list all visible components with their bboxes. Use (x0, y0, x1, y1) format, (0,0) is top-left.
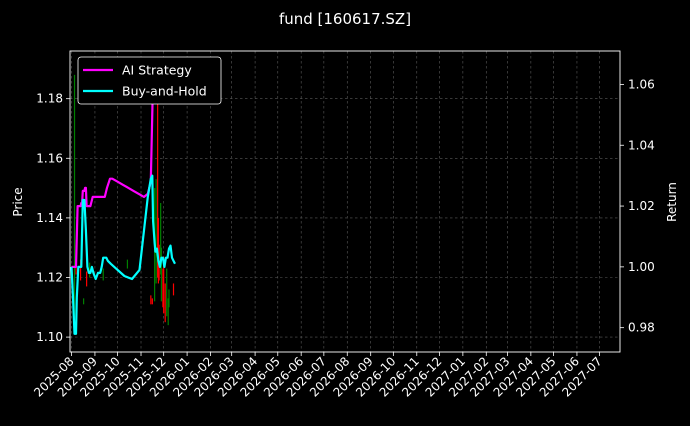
legend: AI Strategy Buy-and-Hold (77, 56, 222, 105)
plot-frame (69, 50, 621, 353)
y-tick-label-right: 1.06 (628, 77, 655, 91)
y-axis-label-left: Price (11, 187, 25, 216)
legend-label-ai-strategy: AI Strategy (122, 63, 192, 78)
series-line-buy-and-hold (70, 174, 176, 335)
y-tick-label-right: 0.98 (628, 321, 655, 335)
y-tick-label-left: 1.16 (36, 151, 63, 165)
y-tick-label-left: 1.10 (36, 330, 63, 344)
y-tick-label-right: 1.02 (628, 199, 655, 213)
y-tick-label-left: 1.12 (36, 270, 63, 284)
y-tick-label-left: 1.18 (36, 92, 63, 106)
y-tick-label-right: 1.04 (628, 138, 655, 152)
legend-label-buy-and-hold: Buy-and-Hold (122, 84, 207, 99)
legend-box (77, 56, 222, 105)
candle-layer (73, 68, 175, 326)
y-axis-label-right: Return (665, 182, 679, 222)
y-tick-label-right: 1.00 (628, 260, 655, 274)
y-tick-label-left: 1.14 (36, 211, 63, 225)
chart-title: fund [160617.SZ] (279, 10, 411, 28)
